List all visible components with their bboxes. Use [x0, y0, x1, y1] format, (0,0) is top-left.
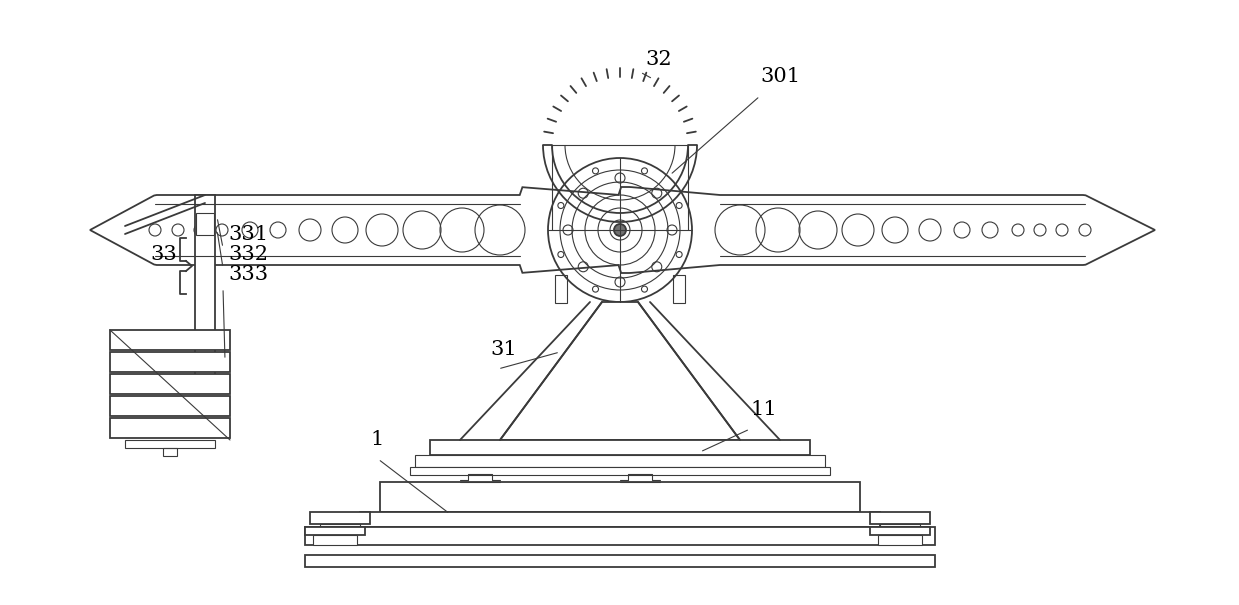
Bar	[870, 512, 930, 524]
Bar	[673, 275, 685, 303]
Bar	[164, 448, 177, 456]
Text: 1: 1	[370, 430, 383, 449]
Bar	[415, 455, 825, 467]
Bar	[870, 527, 930, 535]
Bar	[110, 374, 230, 394]
Text: 31: 31	[489, 340, 517, 359]
Bar	[410, 467, 830, 475]
Polygon shape	[501, 302, 740, 440]
Bar	[305, 527, 935, 545]
Bar	[110, 330, 230, 350]
Text: 301: 301	[760, 67, 800, 86]
Bar	[878, 535, 922, 545]
Text: 32: 32	[646, 50, 672, 69]
Polygon shape	[90, 187, 1155, 273]
Bar	[310, 512, 370, 524]
Text: 33: 33	[150, 245, 177, 264]
Bar	[110, 418, 230, 438]
Bar	[430, 440, 810, 455]
Bar	[313, 535, 357, 545]
Bar	[196, 213, 214, 235]
Bar	[110, 396, 230, 416]
Text: 332: 332	[228, 245, 268, 264]
Bar	[380, 482, 860, 512]
Bar	[195, 195, 216, 390]
Bar	[305, 555, 935, 567]
Bar	[305, 527, 366, 535]
Bar	[110, 352, 230, 372]
Text: 331: 331	[228, 225, 268, 244]
Text: 11: 11	[750, 400, 777, 419]
Circle shape	[615, 224, 626, 236]
Bar	[880, 524, 921, 532]
Bar	[555, 275, 567, 303]
Bar	[361, 512, 880, 527]
Bar	[125, 440, 216, 448]
Bar	[320, 524, 361, 532]
Text: 333: 333	[228, 265, 268, 284]
